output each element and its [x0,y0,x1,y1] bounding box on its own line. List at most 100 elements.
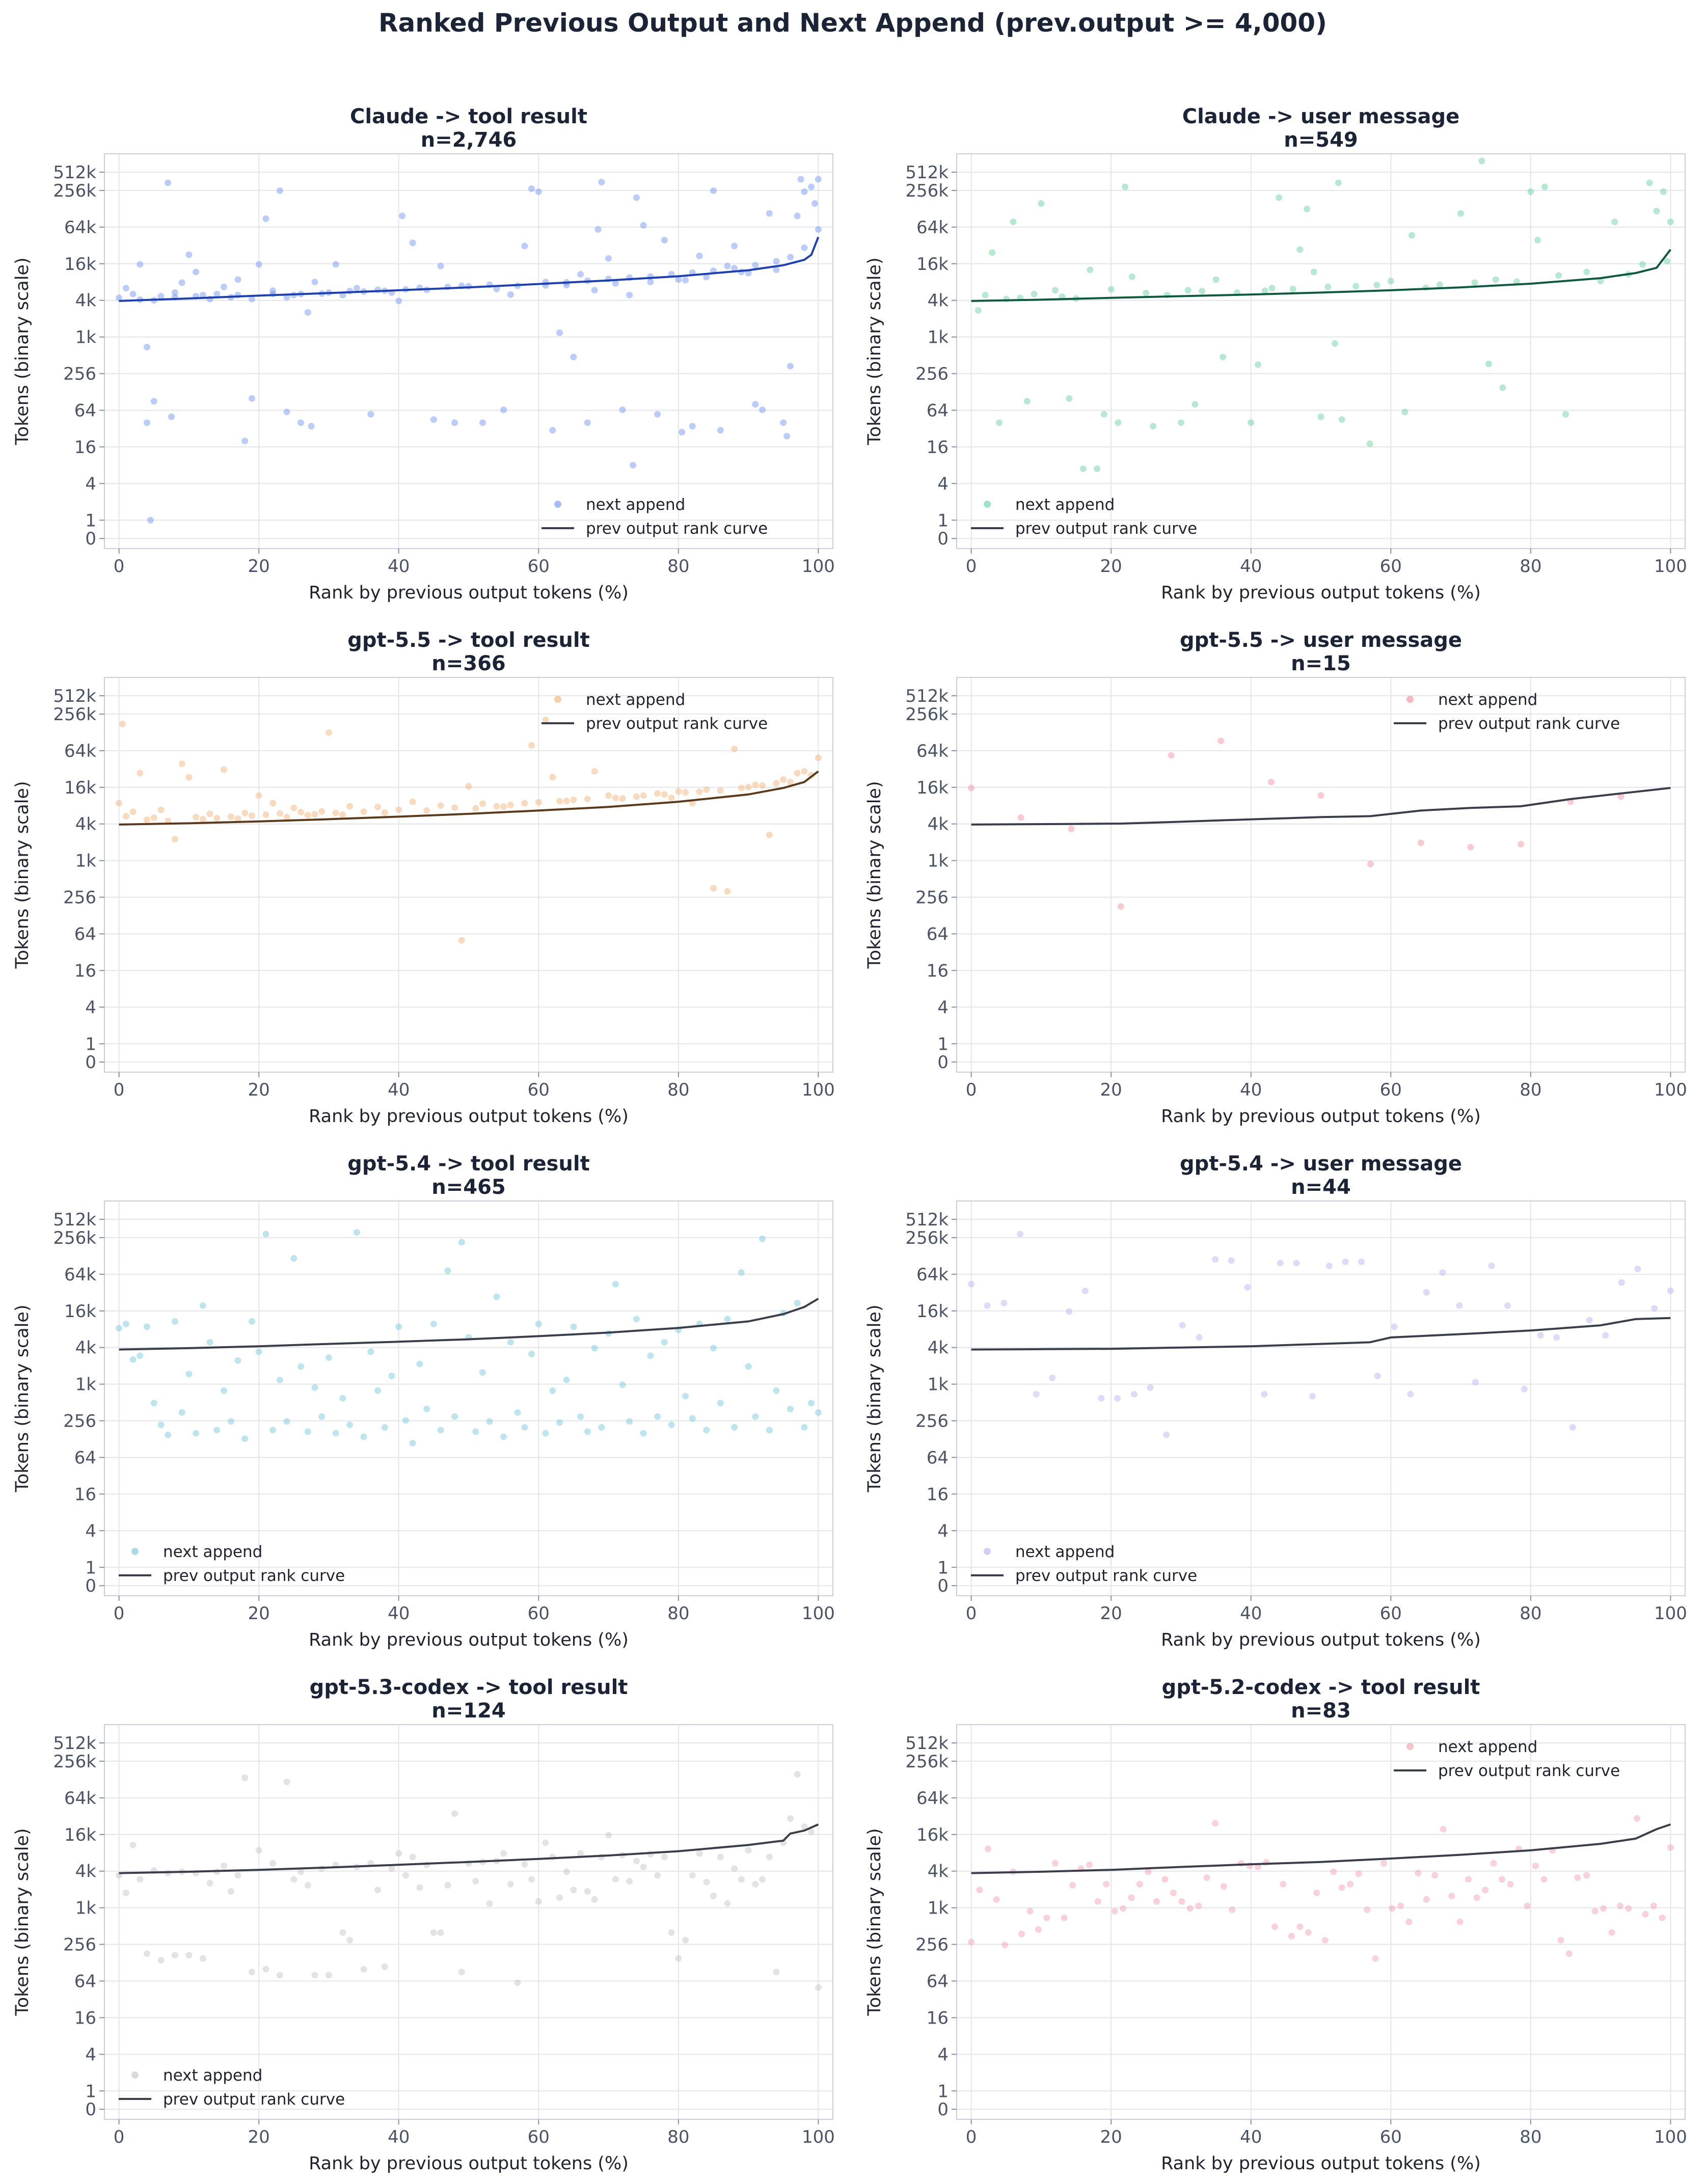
data-point [1358,1258,1365,1265]
data-point [633,194,640,201]
x-tick-label: 80 [667,2127,689,2147]
data-point [703,786,710,793]
data-point [1049,1374,1056,1381]
y-tick-label: 64k [916,1265,949,1285]
y-tick-label: 16k [64,1825,96,1845]
data-point [563,1868,570,1875]
y-tick-label: 256 [63,1411,96,1432]
y-tick-label: 4 [937,2044,949,2065]
y-tick-label: 256k [53,1228,96,1248]
data-point [416,1884,423,1891]
data-point [1417,839,1424,847]
data-point [647,279,654,286]
data-point [1431,1872,1439,1879]
x-tick-label: 60 [528,1603,550,1624]
data-point [346,803,354,810]
data-point [1254,361,1261,368]
plot-area [957,677,1685,1072]
data-point [801,244,808,251]
data-point [1115,419,1122,426]
data-point [745,269,752,277]
data-point [1161,1876,1169,1883]
data-point [1555,272,1562,279]
data-point [1035,1926,1042,1933]
data-point [1145,1868,1152,1875]
data-point [752,1413,759,1420]
y-tick-label: 64 [74,1971,96,1991]
data-point [122,1889,129,1896]
data-point [619,1381,626,1388]
prev-output-curve [119,1823,819,1874]
y-tick-label: 16k [916,254,949,275]
data-point [1119,1905,1126,1912]
y-tick-label: 512k [905,1733,949,1754]
data-point [388,1372,395,1379]
data-point [255,1847,262,1854]
legend-label-curve: prev output rank curve [586,520,768,538]
data-point [570,1887,577,1894]
data-point [1163,1431,1170,1438]
y-axis-label: Tokens (binary scale) [12,257,33,445]
x-tick-label: 0 [114,1603,125,1624]
data-point [1602,1332,1609,1339]
data-point [556,1894,563,1901]
data-point [787,254,794,261]
data-point [1541,183,1548,190]
data-point [255,261,262,268]
data-point [682,277,689,284]
x-axis-label: Rank by previous output tokens (%) [309,583,629,603]
data-point [276,1972,283,1979]
data-point [1313,1889,1320,1896]
data-point [283,408,290,416]
plot-area [104,154,833,549]
data-point [1293,1260,1300,1267]
x-tick-label: 60 [1380,1603,1402,1624]
data-point [1586,1317,1593,1324]
scatter-points [116,716,822,944]
data-point [437,1427,444,1434]
legend-label-points: next append [586,496,685,514]
data-point [542,1839,549,1846]
data-point [752,1880,759,1888]
data-point [137,1352,144,1359]
y-tick-label: 256 [915,1411,949,1432]
data-point [808,183,815,190]
data-point [1277,1260,1284,1267]
data-point [1659,1914,1666,1921]
data-point [360,1433,367,1440]
data-point [206,1879,213,1887]
data-point [535,1898,542,1905]
data-point [815,226,822,233]
data-point [528,1876,535,1883]
data-point [626,291,633,298]
data-point [500,406,507,414]
data-point [605,1832,612,1839]
data-point [304,309,311,316]
data-point [290,1254,297,1262]
x-tick-label: 40 [1240,2127,1262,2147]
data-point [129,1841,137,1848]
data-point [787,363,794,370]
data-point [255,792,262,799]
data-point [451,419,458,426]
data-point [206,810,213,817]
data-point [1229,1906,1236,1914]
data-point [619,406,626,414]
data-point [577,270,584,278]
data-point [262,215,269,222]
data-point [171,289,178,296]
data-point [381,809,388,816]
data-point [1001,1942,1008,1949]
y-axis-label: Tokens (binary scale) [12,1304,33,1492]
data-point [1261,1390,1268,1398]
x-tick-label: 100 [1654,556,1687,577]
data-point [703,1878,710,1886]
data-point [1439,1269,1446,1276]
data-point [234,276,241,283]
data-point [137,770,144,777]
data-point [269,800,277,807]
scatter-points [968,1815,1674,1962]
data-point [989,249,996,256]
data-point [332,261,339,268]
data-point [1330,1868,1337,1875]
